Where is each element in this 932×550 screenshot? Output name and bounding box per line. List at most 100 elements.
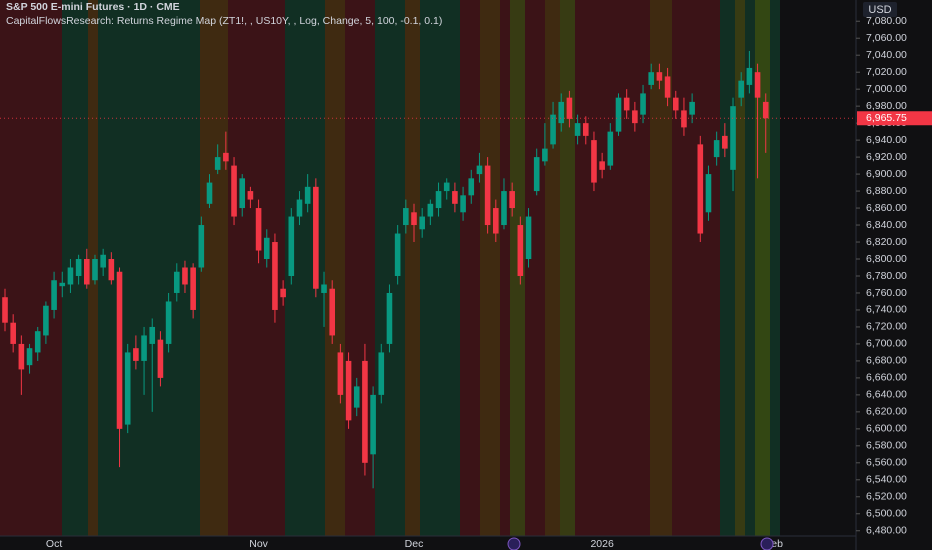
candle-body xyxy=(681,110,687,128)
candle-body xyxy=(599,161,605,170)
candle-body xyxy=(656,72,663,81)
candle-body xyxy=(198,225,205,268)
candle-body xyxy=(10,322,16,344)
regime-band xyxy=(650,0,672,536)
candle-body xyxy=(672,97,679,111)
candle-body xyxy=(214,157,221,170)
candle-body xyxy=(517,225,524,276)
candle-body xyxy=(722,135,728,149)
regime-band xyxy=(510,0,525,536)
candle-body xyxy=(632,110,638,124)
candle-body xyxy=(664,76,671,98)
candle-body xyxy=(231,165,237,217)
candle-body xyxy=(263,237,270,260)
candle-body xyxy=(2,297,8,323)
regime-bands xyxy=(0,0,780,536)
y-tick-label: 6,640.00 xyxy=(866,389,907,401)
candle-body xyxy=(558,101,565,124)
candle-body xyxy=(591,140,597,183)
event-icon[interactable] xyxy=(760,537,774,550)
candle-body xyxy=(92,259,98,281)
y-tick-label: 6,620.00 xyxy=(866,406,907,418)
candle-body xyxy=(51,280,57,310)
plot-area xyxy=(0,50,856,489)
candle-body xyxy=(730,106,736,170)
candle-body xyxy=(460,195,466,213)
candle-body xyxy=(280,288,286,298)
candle-body xyxy=(476,165,483,175)
candle-body xyxy=(754,72,761,98)
indicator-title: CapitalFlowsResearch: Returns Regime Map… xyxy=(6,15,442,27)
candle-body xyxy=(452,191,458,204)
x-tick-label: Oct xyxy=(46,538,62,550)
regime-band xyxy=(375,0,405,536)
chart-title: S&P 500 E-mini Futures · 1D · CME xyxy=(6,1,180,13)
regime-band xyxy=(545,0,560,536)
candle-body xyxy=(550,114,556,145)
regime-band xyxy=(480,0,500,536)
y-tick-label: 6,600.00 xyxy=(866,423,907,435)
regime-band xyxy=(745,0,755,536)
candle-body xyxy=(124,352,131,425)
candle-body xyxy=(762,101,769,119)
candle-body xyxy=(542,148,548,162)
y-tick-label: 6,880.00 xyxy=(866,185,907,197)
y-tick-label: 6,500.00 xyxy=(866,508,907,520)
candle-body xyxy=(509,191,515,209)
candle-body xyxy=(182,267,188,285)
currency-box[interactable] xyxy=(863,2,897,17)
candle-body xyxy=(157,339,164,378)
regime-band xyxy=(325,0,345,536)
regime-band xyxy=(720,0,735,536)
candle-body xyxy=(582,123,589,136)
regime-band xyxy=(405,0,420,536)
regime-band xyxy=(460,0,480,536)
candle-body xyxy=(321,284,327,293)
candle-body xyxy=(370,394,376,455)
y-tick-label: 6,900.00 xyxy=(866,168,907,180)
candle-body xyxy=(206,182,213,204)
y-tick-label: 6,760.00 xyxy=(866,287,907,299)
candle-body xyxy=(615,97,622,132)
regime-band xyxy=(500,0,510,536)
candle-body xyxy=(640,93,646,115)
candle-body xyxy=(345,360,352,421)
candle-body xyxy=(378,352,385,395)
candle-body xyxy=(239,178,246,209)
candle-body xyxy=(313,186,319,289)
candle-body xyxy=(84,259,90,285)
candle-body xyxy=(255,208,262,251)
candle-body xyxy=(288,216,295,276)
y-tick-label: 6,780.00 xyxy=(866,270,907,282)
x-tick-label: 2026 xyxy=(590,538,614,550)
y-tick-label: 6,540.00 xyxy=(866,474,907,486)
candle-body xyxy=(501,191,507,226)
candle-body xyxy=(100,254,106,268)
candle-body xyxy=(386,292,393,344)
candle-body xyxy=(713,140,720,158)
y-tick-label: 7,040.00 xyxy=(866,49,907,61)
y-tick-label: 6,660.00 xyxy=(866,372,907,384)
candle-body xyxy=(108,259,115,281)
regime-band xyxy=(420,0,460,536)
candle-body xyxy=(173,271,180,293)
event-icon[interactable] xyxy=(507,537,521,550)
candle-body xyxy=(116,271,123,429)
candle-body xyxy=(705,174,712,213)
y-tick-label: 6,520.00 xyxy=(866,491,907,503)
candle-body xyxy=(26,348,33,366)
candle-body xyxy=(484,165,491,226)
regime-band xyxy=(575,0,650,536)
y-tick-label: 6,980.00 xyxy=(866,100,907,112)
y-tick-label: 6,860.00 xyxy=(866,202,907,214)
regime-band xyxy=(755,0,770,536)
x-tick-label: Nov xyxy=(249,538,268,550)
y-tick-label: 6,680.00 xyxy=(866,355,907,367)
candle-body xyxy=(443,182,450,192)
candle-body xyxy=(738,80,744,98)
candle-body xyxy=(533,157,540,192)
candle-body xyxy=(435,191,442,209)
candle-body xyxy=(394,233,401,276)
y-tick-label: 7,020.00 xyxy=(866,66,907,78)
y-tick-label: 6,580.00 xyxy=(866,440,907,452)
